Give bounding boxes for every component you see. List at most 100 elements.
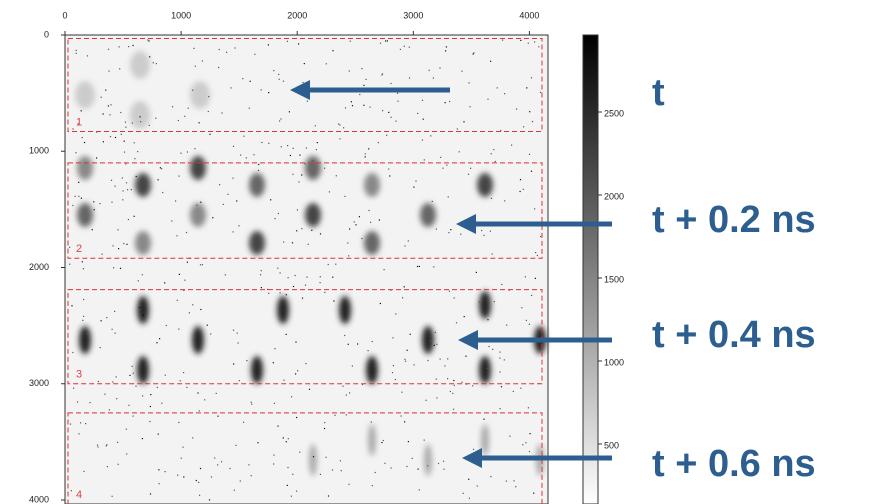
speckle-dot [404, 245, 405, 246]
speckle-dot [175, 200, 176, 201]
speckle-dot [470, 106, 471, 107]
speckle-dot [346, 414, 347, 415]
speckle-dot [298, 43, 299, 44]
speckle-dot [82, 261, 83, 262]
speckle-dot [443, 461, 444, 462]
speckle-dot [326, 63, 327, 64]
spot [420, 203, 436, 227]
speckle-dot [409, 77, 410, 78]
x-tick-label: 4000 [519, 10, 539, 20]
speckle-dot [196, 205, 197, 206]
speckle-dot [349, 70, 350, 71]
speckle-dot [137, 151, 138, 152]
speckle-dot [453, 380, 454, 381]
speckle-dot [395, 313, 396, 314]
speckle-dot [424, 334, 425, 335]
speckle-dot [192, 437, 193, 438]
speckle-dot [97, 446, 98, 447]
colorbar-tick-label: 2500 [604, 108, 624, 118]
speckle-dot [529, 451, 530, 452]
speckle-dot [384, 463, 385, 464]
speckle-dot [240, 155, 241, 156]
spot [190, 203, 206, 227]
speckle-dot [343, 127, 344, 128]
speckle-dot [301, 228, 302, 229]
speckle-dot [80, 422, 81, 423]
speckle-dot [242, 78, 243, 79]
speckle-dot [260, 274, 261, 275]
speckle-dot [200, 264, 201, 265]
speckle-dot [298, 181, 299, 182]
speckle-dot [419, 489, 420, 490]
speckle-dot [76, 50, 77, 51]
speckle-dot [172, 106, 173, 107]
speckle-dot [251, 402, 252, 403]
speckle-dot [176, 235, 177, 236]
speckle-dot [334, 415, 335, 416]
speckle-dot [97, 445, 98, 446]
speckle-dot [509, 436, 510, 437]
speckle-dot [134, 216, 135, 217]
speckle-dot [254, 54, 255, 55]
speckle-dot [468, 479, 469, 480]
speckle-dot [209, 134, 210, 135]
speckle-dot [317, 142, 318, 143]
speckle-dot [211, 476, 212, 477]
speckle-dot [434, 345, 435, 346]
speckle-dot [83, 299, 84, 300]
speckle-dot [183, 372, 184, 373]
speckle-dot [192, 90, 193, 91]
speckle-dot [93, 201, 94, 202]
speckle-dot [433, 266, 434, 267]
spot [135, 173, 151, 197]
speckle-dot [110, 104, 111, 105]
spot [479, 291, 491, 319]
speckle-dot [273, 463, 274, 464]
speckle-dot [217, 416, 218, 417]
speckle-dot [216, 393, 217, 394]
speckle-dot [504, 93, 505, 94]
speckle-dot [268, 143, 269, 144]
speckle-dot [280, 118, 281, 119]
speckle-dot [208, 96, 209, 97]
speckle-dot [424, 159, 425, 160]
region-label: 2 [76, 243, 82, 255]
speckle-dot [402, 297, 403, 298]
speckle-dot [297, 370, 298, 371]
speckle-dot [120, 268, 121, 269]
spot [477, 173, 493, 197]
speckle-dot [112, 496, 113, 497]
speckle-dot [531, 295, 532, 296]
speckle-dot [221, 112, 222, 113]
speckle-dot [410, 334, 411, 335]
speckle-dot [342, 386, 343, 387]
speckle-dot [401, 415, 402, 416]
speckle-dot [350, 41, 351, 42]
speckle-dot [324, 292, 325, 293]
speckle-dot [286, 294, 287, 295]
speckle-dot [214, 457, 215, 458]
speckle-dot [430, 340, 431, 341]
speckle-dot [217, 464, 218, 465]
speckle-dot [348, 484, 349, 485]
speckle-dot [70, 424, 71, 425]
speckle-dot [90, 402, 91, 403]
speckle-dot [72, 205, 73, 206]
speckle-dot [307, 101, 308, 102]
speckle-dot [183, 476, 184, 477]
speckle-dot [447, 358, 448, 359]
speckle-dot [78, 196, 79, 197]
speckle-dot [113, 245, 114, 246]
speckle-dot [492, 349, 493, 350]
speckle-dot [445, 50, 446, 51]
speckle-dot [528, 43, 529, 44]
speckle-dot [116, 376, 117, 377]
speckle-dot [520, 191, 521, 192]
speckle-dot [115, 333, 116, 334]
speckle-dot [387, 40, 388, 41]
speckle-dot [499, 358, 500, 359]
speckle-dot [349, 228, 350, 229]
speckle-dot [194, 148, 195, 149]
speckle-dot [352, 365, 353, 366]
speckle-dot [435, 332, 436, 333]
